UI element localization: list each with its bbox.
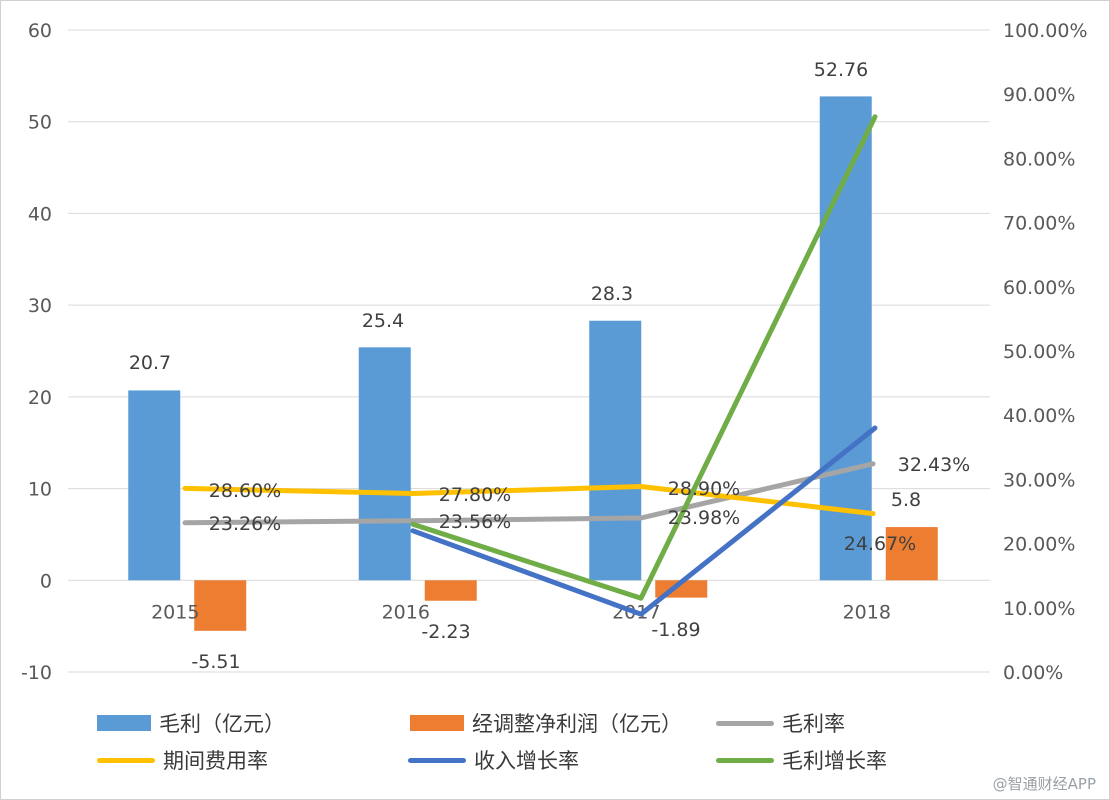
bar-gross-profit: [358, 347, 411, 581]
line-label-gross-margin: 23.98%: [668, 507, 740, 529]
legend-item-expense-ratio: 期间费用率: [97, 745, 268, 775]
left-y-axis: -10 0 10 20 30 40 50 60: [21, 20, 52, 684]
right-tick-label: 40.00%: [1003, 405, 1075, 427]
line-1: [182, 484, 876, 517]
line-series: [182, 114, 878, 617]
legend-swatch-adjusted-net-profit: [410, 715, 464, 731]
legend-label-adjusted-net-profit: 经调整净利润（亿元）: [472, 712, 682, 736]
right-tick-label: 30.00%: [1003, 469, 1075, 491]
legend-swatch-gross-profit: [97, 715, 151, 731]
legend-swatch-gross-profit-growth: [716, 757, 774, 763]
legend-label-gross-margin: 毛利率: [782, 712, 845, 736]
legend-label-gross-profit: 毛利（亿元）: [159, 712, 285, 736]
bar-label-gross-profit: 25.4: [362, 310, 404, 332]
right-tick-label: 60.00%: [1003, 277, 1075, 299]
legend-item-gross-profit: 毛利（亿元）: [97, 708, 285, 738]
line-label-expense-ratio: 24.67%: [844, 533, 916, 555]
left-tick-label: 30: [28, 295, 52, 317]
category-label: 2015: [151, 601, 199, 623]
legend-swatch-gross-margin: [716, 720, 774, 726]
bar-label-adjusted-net-profit: -5.51: [191, 651, 240, 673]
bar-adjusted-net-profit: [885, 527, 938, 581]
left-tick-label: 40: [28, 203, 52, 225]
chart-legend: 毛利（亿元） 经调整净利润（亿元） 毛利率 期间费用率 收入增长率 毛利增长率: [0, 700, 1110, 790]
bar-label-gross-profit: 52.76: [814, 59, 868, 81]
left-tick-label: 0: [40, 570, 52, 592]
bar-label-gross-profit: 28.3: [591, 283, 633, 305]
data-labels: 20.7 25.4 28.3 52.76 -5.51 -2.23 -1.89 5.8 23.26…: [129, 59, 970, 673]
left-tick-label: 50: [28, 112, 52, 134]
line-label-gross-margin: 23.26%: [209, 513, 281, 535]
line-2: [410, 425, 878, 617]
right-y-axis: 0.00% 10.00% 20.00% 30.00% 40.00% 50.00% 60.00…: [1003, 20, 1088, 684]
bar-label-gross-profit: 20.7: [129, 352, 171, 374]
line-3: [410, 114, 878, 601]
legend-label-expense-ratio: 期间费用率: [163, 749, 268, 773]
line-label-gross-margin: 23.56%: [439, 511, 511, 533]
legend-label-revenue-growth: 收入增长率: [474, 749, 579, 773]
left-tick-label: -10: [21, 662, 52, 684]
right-tick-label: 70.00%: [1003, 213, 1075, 235]
bar-gross-profit: [128, 390, 181, 581]
legend-label-gross-profit-growth: 毛利增长率: [782, 749, 887, 773]
legend-item-gross-profit-growth: 毛利增长率: [716, 745, 887, 775]
right-tick-label: 100.00%: [1003, 20, 1088, 42]
right-tick-label: 50.00%: [1003, 341, 1075, 363]
bar-gross-profit: [589, 320, 642, 581]
legend-item-revenue-growth: 收入增长率: [408, 745, 579, 775]
bar-label-adjusted-net-profit: -2.23: [421, 621, 470, 643]
line-label-expense-ratio: 27.80%: [439, 484, 511, 506]
line-label-gross-margin: 32.43%: [898, 454, 970, 476]
left-tick-label: 20: [28, 387, 52, 409]
legend-swatch-revenue-growth: [408, 757, 466, 763]
line-label-expense-ratio: 28.90%: [668, 478, 740, 500]
category-label: 2018: [843, 601, 891, 623]
right-tick-label: 10.00%: [1003, 598, 1075, 620]
watermark: @智通财经APP: [992, 775, 1096, 793]
right-tick-label: 80.00%: [1003, 148, 1075, 170]
right-tick-label: 20.00%: [1003, 534, 1075, 556]
legend-item-adjusted-net-profit: 经调整净利润（亿元）: [410, 708, 682, 738]
legend-item-gross-margin: 毛利率: [716, 708, 845, 738]
line-label-expense-ratio: 28.60%: [209, 480, 281, 502]
x-axis-categories: 2015 2016 2017 2018: [151, 601, 891, 623]
line-0: [182, 461, 876, 526]
bar-adjusted-net-profit: [194, 580, 247, 631]
bar-adjusted-net-profit: [424, 580, 477, 601]
right-tick-label: 90.00%: [1003, 84, 1075, 106]
legend-swatch-expense-ratio: [97, 757, 155, 763]
right-tick-label: 0.00%: [1003, 662, 1063, 684]
bar-marks: [128, 96, 938, 631]
left-tick-label: 60: [28, 20, 52, 42]
left-tick-label: 10: [28, 479, 52, 501]
bar-label-adjusted-net-profit: 5.8: [891, 489, 921, 511]
combo-chart: -10 0 10 20 30 40 50 60 0.00% 10.00% 20.00% 30.00%…: [21, 20, 1088, 684]
category-label: 2016: [382, 601, 430, 623]
bar-label-adjusted-net-profit: -1.89: [651, 619, 700, 641]
